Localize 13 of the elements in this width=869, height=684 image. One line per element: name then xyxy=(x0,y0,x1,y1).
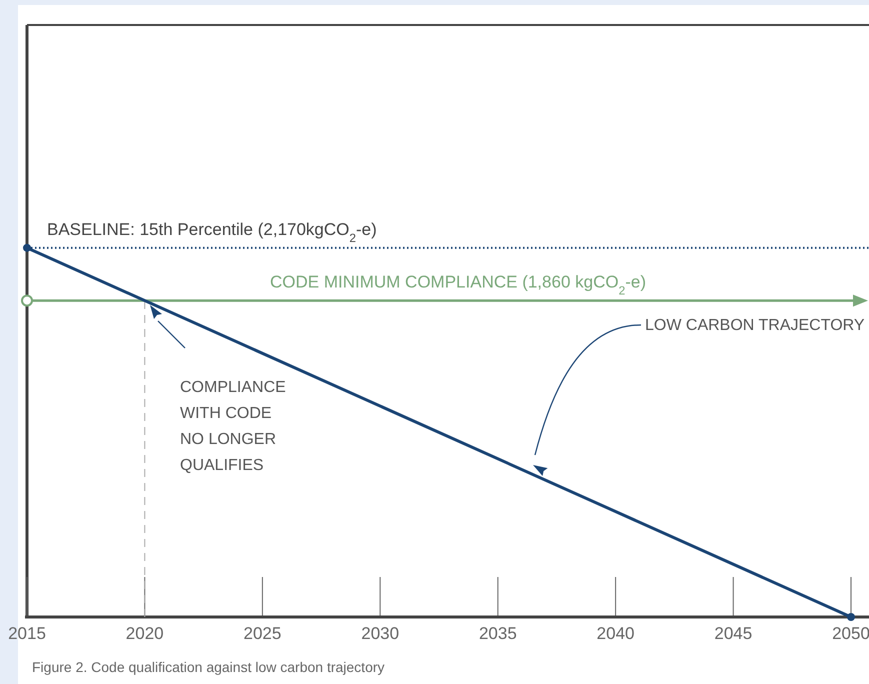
x-tick-label: 2035 xyxy=(478,624,517,644)
x-tick-label: 2030 xyxy=(361,624,400,644)
x-tick-label: 2020 xyxy=(126,624,164,644)
annotation: COMPLIANCE WITH CODE NO LONGER QUALIFIES xyxy=(180,379,286,474)
x-tick-label: 2045 xyxy=(714,624,752,644)
x-tick-label: 2015 xyxy=(8,624,46,644)
ref-line-label: BASELINE: 15th Percentile (2,170kgCO$_{2}$-e) xyxy=(47,220,377,245)
x-tick-label: 2025 xyxy=(244,624,282,644)
x-tick-label: 2040 xyxy=(596,624,634,644)
ref-line-label: CODE MINIMUM COMPLIANCE (1,860 kgCO$_{2}$-e) xyxy=(270,272,646,298)
x-tick-label: 2050 xyxy=(832,624,869,644)
caption: Figure 2. Code qualification against low carbon trajectory xyxy=(32,659,385,675)
annotation: LOW CARBON TRAJECTORY xyxy=(645,317,865,334)
